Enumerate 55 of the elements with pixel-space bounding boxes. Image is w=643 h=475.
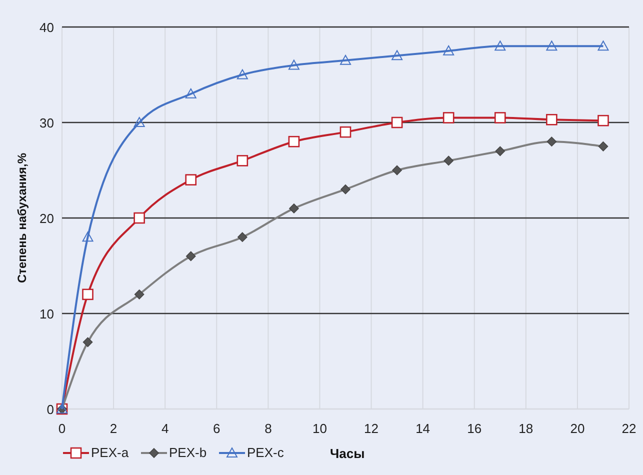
x-tick-label: 14: [416, 421, 430, 436]
x-tick-label: 10: [312, 421, 327, 436]
legend-label: PEX-c: [247, 445, 284, 460]
point: [392, 50, 403, 60]
point: [236, 69, 248, 80]
point: [134, 290, 144, 300]
point: [340, 126, 352, 138]
x-tick-label: 2: [110, 421, 118, 436]
x-tick-label: 6: [213, 421, 220, 436]
y-tick-label: 10: [40, 306, 54, 322]
point: [236, 155, 248, 166]
y-tick-label: 0: [46, 402, 54, 417]
point: [82, 232, 94, 242]
x-axis-title: Часы: [330, 446, 365, 461]
point: [392, 165, 402, 176]
x-tick-label: 4: [161, 421, 169, 436]
point: [134, 212, 145, 224]
point: [598, 114, 609, 126]
y-tick-label: 30: [40, 116, 54, 130]
point: [443, 45, 454, 56]
x-tick-label: 18: [518, 421, 534, 436]
point: [288, 136, 300, 148]
point: [391, 116, 403, 128]
point: [494, 40, 506, 51]
point: [185, 88, 196, 98]
point: [546, 114, 558, 126]
point: [340, 54, 351, 65]
point: [288, 60, 300, 70]
point: [289, 204, 299, 214]
legend-label: PEX-b: [169, 445, 207, 460]
point: [546, 136, 557, 146]
point: [546, 40, 558, 51]
x-tick-label: 12: [364, 421, 379, 436]
x-tick-label: 22: [622, 421, 636, 436]
point: [186, 251, 196, 262]
y-axis-title: Степень набухания,%: [15, 152, 29, 284]
x-tick-label: 8: [264, 421, 272, 436]
point: [598, 40, 609, 51]
point: [185, 174, 197, 186]
point: [444, 156, 454, 166]
x-tick-label: 20: [570, 421, 585, 436]
point: [598, 141, 608, 152]
point: [82, 337, 93, 348]
y-tick-label: 40: [40, 20, 54, 35]
point: [238, 232, 248, 242]
point: [495, 146, 506, 156]
point: [494, 112, 506, 124]
y-tick-label: 20: [40, 211, 54, 226]
point: [340, 184, 350, 194]
point: [442, 112, 454, 124]
point: [82, 288, 94, 300]
x-tick-label: 0: [58, 421, 66, 436]
point: [134, 117, 145, 127]
x-tick-label: 16: [467, 421, 482, 436]
legend-label: PEX-a: [91, 445, 130, 460]
